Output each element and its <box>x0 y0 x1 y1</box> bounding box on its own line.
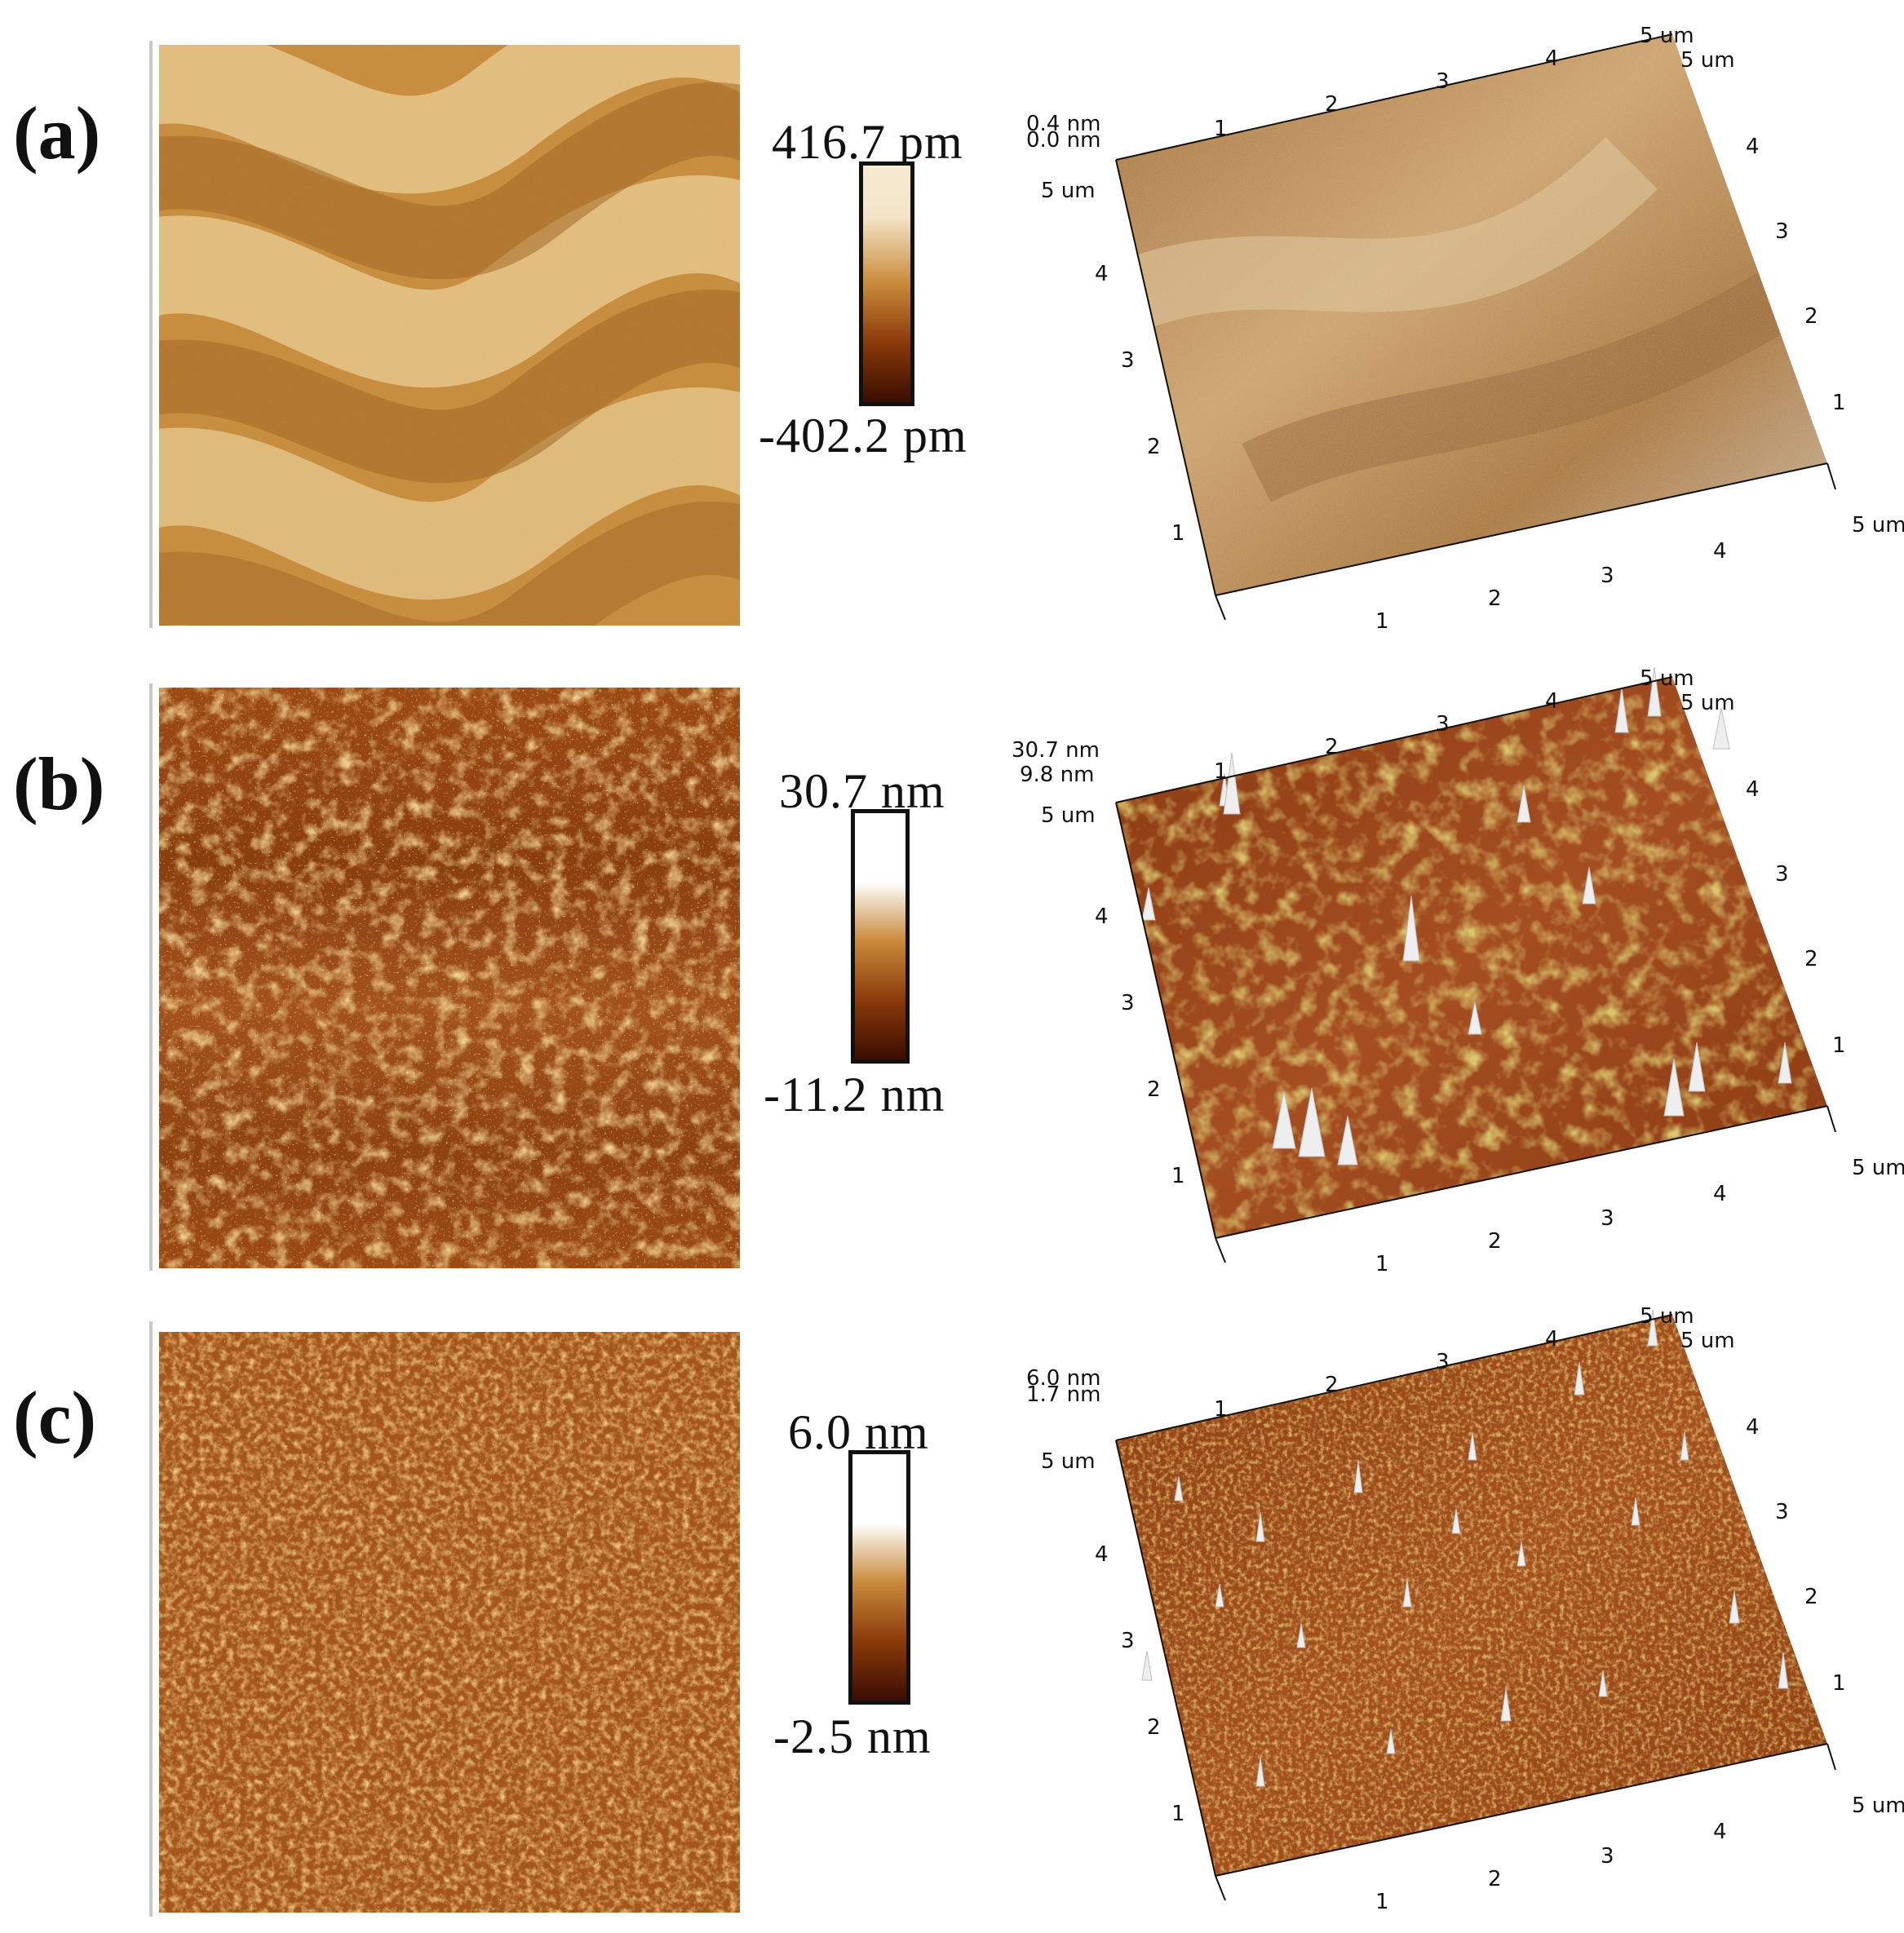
tick-right-1-b: 1 <box>1832 1033 1846 1058</box>
top-corner-label-c: 5 um <box>1640 1304 1694 1329</box>
tick-left-1-c: 1 <box>1171 1802 1185 1826</box>
z-top-label-a: 0.4 nm <box>1026 112 1100 136</box>
tick-bottom-3-b: 3 <box>1601 1206 1614 1231</box>
tick-top-2-c: 2 <box>1325 1373 1339 1397</box>
tick-top-2-b: 2 <box>1325 735 1339 759</box>
tick-left-3-b: 3 <box>1121 991 1135 1015</box>
tick-left-3-a: 3 <box>1121 348 1135 373</box>
tick-right-3-a: 3 <box>1775 219 1789 244</box>
afm-3d-surface-a: 0.4 nm 0.0 nm 5 um 5 um 5 um 5 um 1 2 3 … <box>1012 16 1904 652</box>
right-corner-label-a: 5 um <box>1680 48 1735 73</box>
z-top-label-b: 30.7 nm <box>1012 738 1100 763</box>
panel-label-b: (b) <box>13 742 105 825</box>
bottom-corner-label-a: 5 um <box>1852 513 1904 537</box>
afm-height-map-b <box>159 688 740 1268</box>
afm-height-map-c <box>159 1332 740 1913</box>
scan-edge-line <box>149 683 153 1271</box>
colorbar-a <box>859 161 914 406</box>
top-corner-label-a: 5 um <box>1640 24 1694 48</box>
tick-left-1-b: 1 <box>1171 1164 1185 1188</box>
tick-right-4-b: 4 <box>1746 777 1760 802</box>
tick-top-2-a: 2 <box>1325 92 1339 117</box>
tick-left-4-a: 4 <box>1095 262 1109 286</box>
tick-right-2-c: 2 <box>1804 1585 1818 1609</box>
bottom-corner-label-c: 5 um <box>1852 1794 1904 1818</box>
colorbar-b <box>851 809 910 1064</box>
tick-bottom-2-b: 2 <box>1488 1229 1502 1254</box>
z-bottom-label-a: 0.0 nm <box>1026 128 1100 153</box>
tick-top-4-a: 4 <box>1545 46 1559 71</box>
afm-3d-surface-c: 6.0 nm 1.7 nm 5 um 5 um 5 um 5 um 1 2 3 … <box>1012 1297 1904 1933</box>
right-corner-label-c: 5 um <box>1680 1329 1735 1353</box>
colorbar-min-label: -2.5 nm <box>773 1710 932 1763</box>
tick-bottom-2-a: 2 <box>1488 586 1502 611</box>
scan-edge-line <box>149 1321 153 1917</box>
tick-right-4-a: 4 <box>1746 135 1760 159</box>
tick-right-1-c: 1 <box>1832 1671 1846 1696</box>
tick-bottom-4-b: 4 <box>1713 1182 1727 1206</box>
tick-left-4-b: 4 <box>1095 905 1109 929</box>
panel-label-c: (c) <box>13 1376 97 1459</box>
tick-top-3-b: 3 <box>1436 712 1450 736</box>
panel-b: (b) <box>0 659 1904 1295</box>
tick-bottom-4-a: 4 <box>1713 539 1727 564</box>
tick-bottom-1-a: 1 <box>1375 609 1389 634</box>
tick-left-1-a: 1 <box>1171 521 1185 546</box>
colorbar-c <box>848 1450 910 1705</box>
colorbar-min-label: -402.2 pm <box>759 409 967 462</box>
z-bottom-label-b: 9.8 nm <box>1020 763 1094 787</box>
tick-right-1-a: 1 <box>1832 391 1846 415</box>
tick-right-2-b: 2 <box>1804 947 1818 971</box>
tick-right-4-c: 4 <box>1746 1415 1760 1440</box>
scan-edge-line <box>149 41 153 628</box>
tick-bottom-4-c: 4 <box>1713 1820 1727 1844</box>
top-corner-label-b: 5 um <box>1640 666 1694 691</box>
tick-top-4-b: 4 <box>1545 689 1559 714</box>
tick-left-2-c: 2 <box>1147 1715 1161 1740</box>
colorbar-min-label: -11.2 nm <box>764 1068 945 1121</box>
tick-top-1-c: 1 <box>1214 1397 1228 1422</box>
afm-height-map-a <box>159 45 740 626</box>
tick-bottom-1-b: 1 <box>1375 1252 1389 1276</box>
tick-top-3-c: 3 <box>1436 1350 1450 1374</box>
tick-left-4-c: 4 <box>1095 1542 1109 1567</box>
colorbar-max-label: 416.7 pm <box>772 115 963 169</box>
tick-bottom-1-c: 1 <box>1375 1890 1389 1914</box>
tick-top-4-c: 4 <box>1545 1327 1559 1351</box>
afm-3d-surface-b: 30.7 nm 9.8 nm 5 um 5 um 5 um 5 um 1 2 3… <box>1012 659 1904 1295</box>
tick-top-1-a: 1 <box>1214 117 1228 141</box>
tick-left-2-b: 2 <box>1147 1077 1161 1102</box>
tick-left-2-a: 2 <box>1147 435 1161 459</box>
tick-right-3-b: 3 <box>1775 862 1789 887</box>
right-corner-label-b: 5 um <box>1680 691 1735 715</box>
left-corner-label-c: 5 um <box>1041 1449 1096 1474</box>
tick-bottom-3-a: 3 <box>1601 564 1614 588</box>
tick-right-3-c: 3 <box>1775 1500 1789 1524</box>
tick-bottom-3-c: 3 <box>1601 1844 1614 1869</box>
tick-right-2-a: 2 <box>1804 304 1818 329</box>
tick-bottom-2-c: 2 <box>1488 1867 1502 1891</box>
panel-a: (a) <box>0 16 1904 652</box>
z-bottom-label-c: 1.7 nm <box>1026 1382 1100 1407</box>
panel-c: (c) 6.0 nm -2.5 nm <box>0 1297 1904 1933</box>
panel-label-a: (a) <box>13 91 101 175</box>
left-corner-label-b: 5 um <box>1041 803 1096 828</box>
bottom-corner-label-b: 5 um <box>1852 1156 1904 1180</box>
tick-top-3-a: 3 <box>1436 69 1450 94</box>
tick-left-3-c: 3 <box>1121 1629 1135 1653</box>
left-corner-label-a: 5 um <box>1041 179 1096 203</box>
tick-top-1-b: 1 <box>1214 759 1228 784</box>
z-top-label-c: 6.0 nm <box>1026 1366 1100 1391</box>
